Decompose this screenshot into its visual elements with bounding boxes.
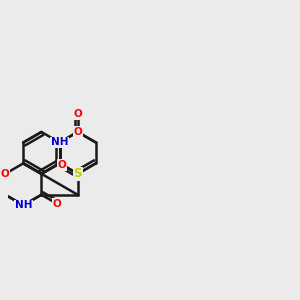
Text: O: O bbox=[52, 199, 61, 208]
Text: NH: NH bbox=[15, 200, 32, 210]
Text: NH: NH bbox=[51, 137, 68, 147]
Text: O: O bbox=[73, 127, 82, 137]
Text: O: O bbox=[73, 109, 82, 119]
Text: O: O bbox=[58, 160, 67, 170]
Text: S: S bbox=[74, 167, 82, 180]
Text: O: O bbox=[1, 169, 10, 179]
